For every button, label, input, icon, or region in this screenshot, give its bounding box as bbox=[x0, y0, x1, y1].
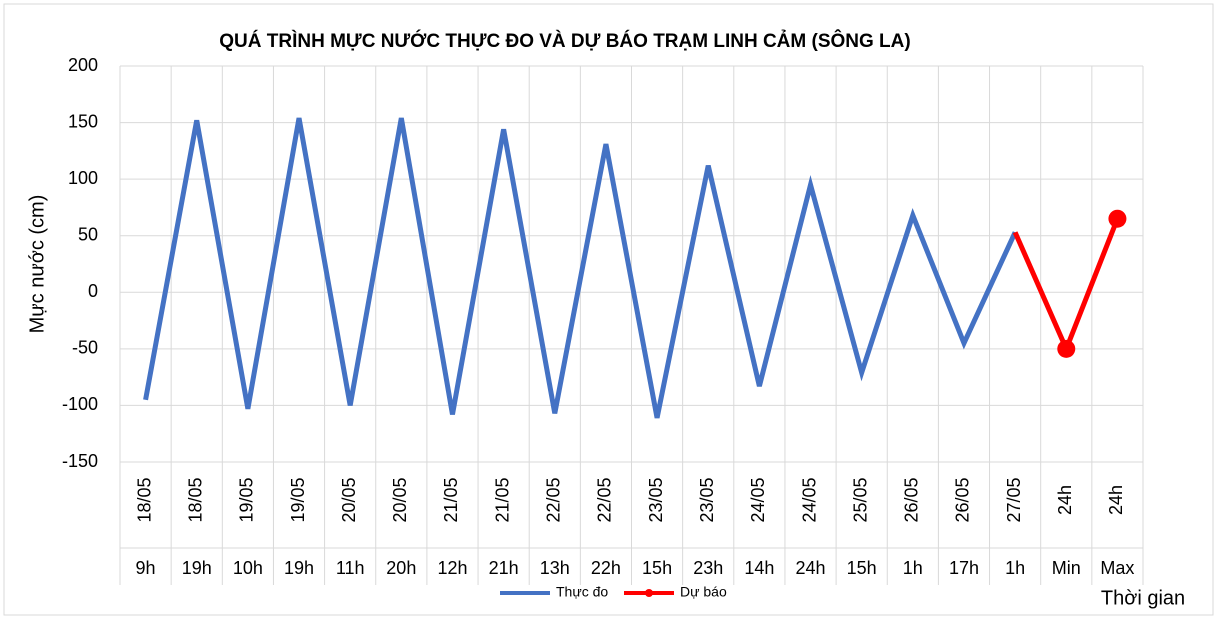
x-tick-label: 22/05 bbox=[595, 477, 615, 522]
x-tick-label: 25/05 bbox=[850, 477, 870, 522]
x-tick-label: 21h bbox=[489, 558, 519, 578]
x-tick-label: 15h bbox=[847, 558, 877, 578]
x-tick-label: 24h bbox=[796, 558, 826, 578]
x-tick-label: 15h bbox=[642, 558, 672, 578]
x-tick-label: 24/05 bbox=[748, 477, 768, 522]
x-tick-label: 9h bbox=[136, 558, 156, 578]
x-tick-label: 1h bbox=[1005, 558, 1025, 578]
legend-label: Dự báo bbox=[680, 584, 727, 600]
x-tick-label: 19h bbox=[284, 558, 314, 578]
y-tick-label: 0 bbox=[88, 281, 98, 301]
x-tick-label: 20/05 bbox=[339, 477, 359, 522]
x-tick-label: 17h bbox=[949, 558, 979, 578]
x-tick-label: 22/05 bbox=[544, 477, 564, 522]
x-tick-label: 14h bbox=[744, 558, 774, 578]
x-tick-label: 18/05 bbox=[134, 477, 154, 522]
x-tick-label: 20/05 bbox=[390, 477, 410, 522]
x-tick-label: 24h bbox=[1055, 485, 1075, 515]
legend-label: Thực đo bbox=[556, 584, 608, 600]
y-axis-title: Mực nước (cm) bbox=[26, 195, 48, 334]
x-tick-label: 23h bbox=[693, 558, 723, 578]
x-tick-label: 11h bbox=[336, 558, 365, 578]
y-tick-label: 50 bbox=[78, 224, 98, 244]
x-tick-label: 26/05 bbox=[902, 477, 922, 522]
x-tick-label: 18/05 bbox=[185, 477, 205, 522]
data-marker bbox=[1108, 209, 1127, 228]
legend-marker bbox=[645, 589, 653, 597]
y-tick-label: -150 bbox=[62, 451, 98, 471]
x-axis-title: Thời gian bbox=[1101, 587, 1185, 609]
x-tick-label: 1h bbox=[903, 558, 923, 578]
x-tick-label: Min bbox=[1052, 558, 1081, 578]
x-tick-label: 19/05 bbox=[288, 477, 308, 522]
x-tick-label: 23/05 bbox=[646, 477, 666, 522]
x-tick-label: 12h bbox=[437, 558, 467, 578]
data-line bbox=[143, 117, 1018, 419]
x-tick-label: 27/05 bbox=[1004, 477, 1024, 522]
chart-border bbox=[3, 3, 1214, 616]
y-tick-label: 200 bbox=[68, 55, 98, 75]
x-tick-label: 21/05 bbox=[441, 477, 461, 522]
x-tick-label: 19/05 bbox=[237, 477, 257, 522]
x-tick-label: 23/05 bbox=[697, 477, 717, 522]
x-tick-label: Max bbox=[1100, 558, 1134, 578]
x-tick-label: 20h bbox=[386, 558, 416, 578]
y-tick-label: 100 bbox=[68, 168, 98, 188]
x-tick-label: 21/05 bbox=[492, 477, 512, 522]
x-tick-label: 13h bbox=[540, 558, 570, 578]
x-tick-label: 24/05 bbox=[799, 477, 819, 522]
x-tick-label: 22h bbox=[591, 558, 621, 578]
data-marker bbox=[1057, 339, 1076, 358]
y-tick-label: -100 bbox=[62, 394, 98, 414]
x-tick-label: 19h bbox=[182, 558, 212, 578]
y-tick-label: -50 bbox=[72, 338, 98, 358]
chart-title: QUÁ TRÌNH MỰC NƯỚC THỰC ĐO VÀ DỰ BÁO TRẠ… bbox=[219, 30, 910, 52]
x-tick-label: 26/05 bbox=[953, 477, 973, 522]
y-tick-label: 150 bbox=[68, 111, 98, 131]
x-tick-label: 24h bbox=[1106, 485, 1126, 515]
x-tick-label: 10h bbox=[233, 558, 263, 578]
